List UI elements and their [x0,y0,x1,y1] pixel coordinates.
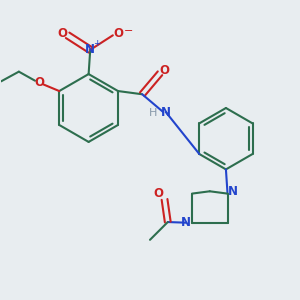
Text: O: O [153,187,163,200]
Text: N: N [228,185,239,199]
Text: H: H [149,108,158,118]
Text: O: O [114,27,124,40]
Text: N: N [161,106,171,118]
Text: O: O [35,76,45,89]
Text: O: O [160,64,170,76]
Text: +: + [93,39,100,48]
Text: O: O [58,27,68,40]
Text: −: − [124,26,134,36]
Text: N: N [85,43,95,56]
Text: N: N [181,216,191,229]
